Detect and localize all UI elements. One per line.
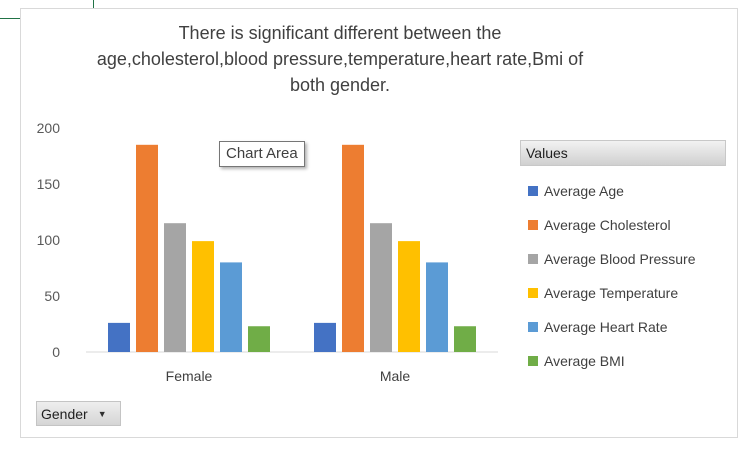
gender-field-button[interactable]: Gender ▼ (36, 401, 121, 426)
legend-swatch (528, 186, 538, 196)
legend-item[interactable]: Average BMI (520, 344, 726, 378)
sheet-gridline-vertical (93, 0, 94, 10)
chart-area-tooltip: Chart Area (219, 141, 305, 167)
bar[interactable] (164, 223, 186, 352)
legend-items: Average Age Average Cholesterol Average Bl… (520, 174, 726, 378)
legend[interactable]: Values Average Age Average Cholesterol Ave… (520, 140, 726, 378)
sheet-gridline (0, 18, 20, 19)
y-tick-label: 0 (52, 344, 60, 360)
legend-swatch (528, 220, 538, 230)
legend-label: Average Age (544, 183, 624, 199)
legend-swatch (528, 254, 538, 264)
legend-item[interactable]: Average Age (520, 174, 726, 208)
bar[interactable] (192, 241, 214, 352)
bar[interactable] (314, 322, 336, 352)
bar[interactable] (454, 326, 476, 352)
legend-item[interactable]: Average Temperature (520, 276, 726, 310)
bar[interactable] (426, 262, 448, 352)
gender-field-label: Gender (41, 405, 88, 422)
legend-swatch (528, 288, 538, 298)
bar[interactable] (248, 326, 270, 352)
y-tick-label: 50 (44, 288, 60, 304)
legend-title[interactable]: Values (520, 140, 726, 166)
bar[interactable] (398, 241, 420, 352)
bar[interactable] (108, 322, 130, 352)
legend-item[interactable]: Average Cholesterol (520, 208, 726, 242)
legend-swatch (528, 356, 538, 366)
legend-label: Average Cholesterol (544, 217, 671, 233)
legend-label: Average Temperature (544, 285, 679, 301)
legend-swatch (528, 322, 538, 332)
x-category-label: Male (380, 368, 411, 384)
y-tick-label: 150 (37, 176, 61, 192)
chart-title-line-2: age,cholesterol,blood pressure,temperatu… (96, 49, 584, 69)
x-category-label: Female (166, 368, 213, 384)
legend-label: Average Blood Pressure (544, 251, 696, 267)
chart-title-line-1: There is significant different between t… (178, 23, 502, 43)
bar[interactable] (370, 223, 392, 352)
legend-label: Average Heart Rate (544, 319, 668, 335)
legend-item[interactable]: Average Heart Rate (520, 310, 726, 344)
y-tick-label: 200 (37, 120, 61, 136)
bar[interactable] (136, 144, 158, 352)
chart-title[interactable]: There is significant different between t… (40, 20, 640, 98)
y-tick-label: 100 (37, 232, 61, 248)
legend-label: Average BMI (544, 353, 625, 369)
bar[interactable] (220, 262, 242, 352)
legend-item[interactable]: Average Blood Pressure (520, 242, 726, 276)
chevron-down-icon: ▼ (97, 408, 107, 419)
chart-title-line-3: both gender. (289, 75, 391, 95)
bar[interactable] (342, 144, 364, 352)
